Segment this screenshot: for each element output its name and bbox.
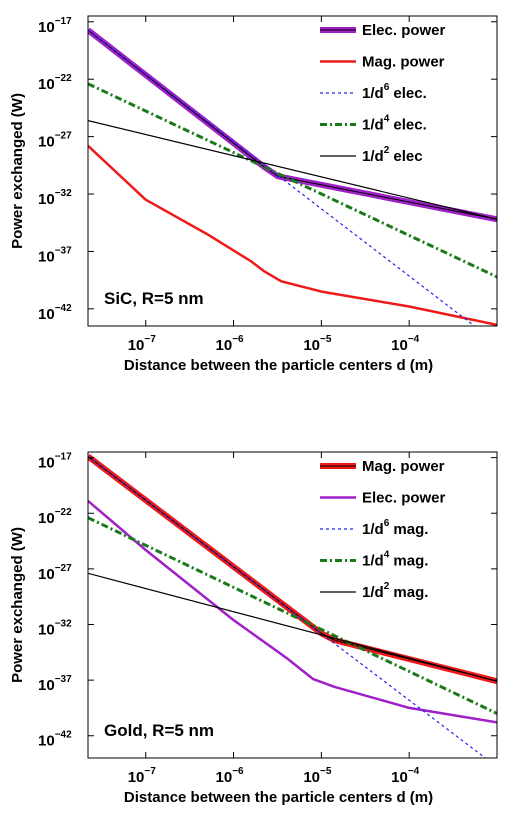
x-tick-label: 10−6 — [216, 766, 245, 786]
y-tick-label: 10−27 — [38, 131, 72, 151]
legend-entry-2: Elec. power — [362, 490, 446, 507]
axes-box — [87, 451, 498, 759]
series-line-4 — [88, 516, 497, 715]
y-tick-label: 10−32 — [38, 188, 72, 208]
y-tick-label: 10−17 — [38, 452, 72, 472]
legend-entry-1: Mag. power — [362, 458, 445, 475]
y-tick-label: 10−22 — [38, 507, 72, 527]
x-tick-label: 10−7 — [128, 766, 157, 786]
y-tick-label: 10−17 — [38, 16, 72, 36]
y-tick-label: 10−32 — [38, 618, 72, 638]
legend: Elec. power Mag. power 1/d6 elec. 1/d4 elec… — [320, 22, 446, 165]
plot-area — [88, 27, 497, 326]
legend-entry-5: 1/d2 elec — [362, 145, 423, 165]
chart-panel-2: 10−7 10−6 10−5 10−4 10−17 10−22 10−27 10−32 10−3… — [9, 451, 498, 806]
x-tick-label: 10−4 — [391, 334, 420, 354]
y-tick-label: 10−42 — [38, 303, 72, 323]
x-axis-label: Distance between the particle centers d … — [124, 789, 433, 806]
y-tick-label: 10−37 — [38, 674, 72, 694]
x-tick-label: 10−7 — [128, 334, 157, 354]
legend-entry-1: Elec. power — [362, 22, 446, 39]
y-axis-label: Power exchanged (W) — [9, 527, 26, 683]
panel-annotation: SiC, R=5 nm — [104, 289, 204, 308]
legend-entry-5: 1/d2 mag. — [362, 581, 428, 601]
series-line-5 — [88, 572, 497, 682]
series-line-4 — [88, 82, 497, 279]
series-line-5 — [88, 120, 497, 220]
plot-area — [88, 454, 497, 758]
y-tick-label: 10−42 — [38, 730, 72, 750]
chart-panel-1: 10−7 10−6 10−5 10−4 10−17 10−22 10−27 10−32 10−3… — [9, 15, 498, 374]
legend-entry-4: 1/d4 mag. — [362, 550, 428, 570]
legend-entry-3: 1/d6 elec. — [362, 82, 427, 102]
legend-entry-3: 1/d6 mag. — [362, 518, 428, 538]
legend-entry-2: Mag. power — [362, 54, 445, 71]
series-line-1-center — [88, 29, 497, 220]
y-tick-label: 10−22 — [38, 73, 72, 93]
x-axis-label: Distance between the particle centers d … — [124, 357, 433, 374]
panel-annotation: Gold, R=5 nm — [104, 721, 214, 740]
y-tick-label: 10−27 — [38, 563, 72, 583]
y-axis-label: Power exchanged (W) — [9, 93, 26, 249]
y-tick-label: 10−37 — [38, 245, 72, 265]
x-tick-label: 10−4 — [391, 766, 420, 786]
series-line-2 — [88, 499, 497, 724]
legend-entry-4: 1/d4 elec. — [362, 114, 427, 134]
x-tick-label: 10−6 — [216, 334, 245, 354]
series-line-3 — [88, 455, 487, 758]
axes-box — [87, 15, 498, 327]
x-tick-label: 10−5 — [303, 334, 332, 354]
series-line-2 — [88, 144, 497, 326]
legend: Mag. power Elec. power 1/d6 mag. 1/d4 mag. 1… — [320, 458, 446, 601]
x-tick-label: 10−5 — [303, 766, 332, 786]
series-line-3 — [88, 29, 476, 326]
